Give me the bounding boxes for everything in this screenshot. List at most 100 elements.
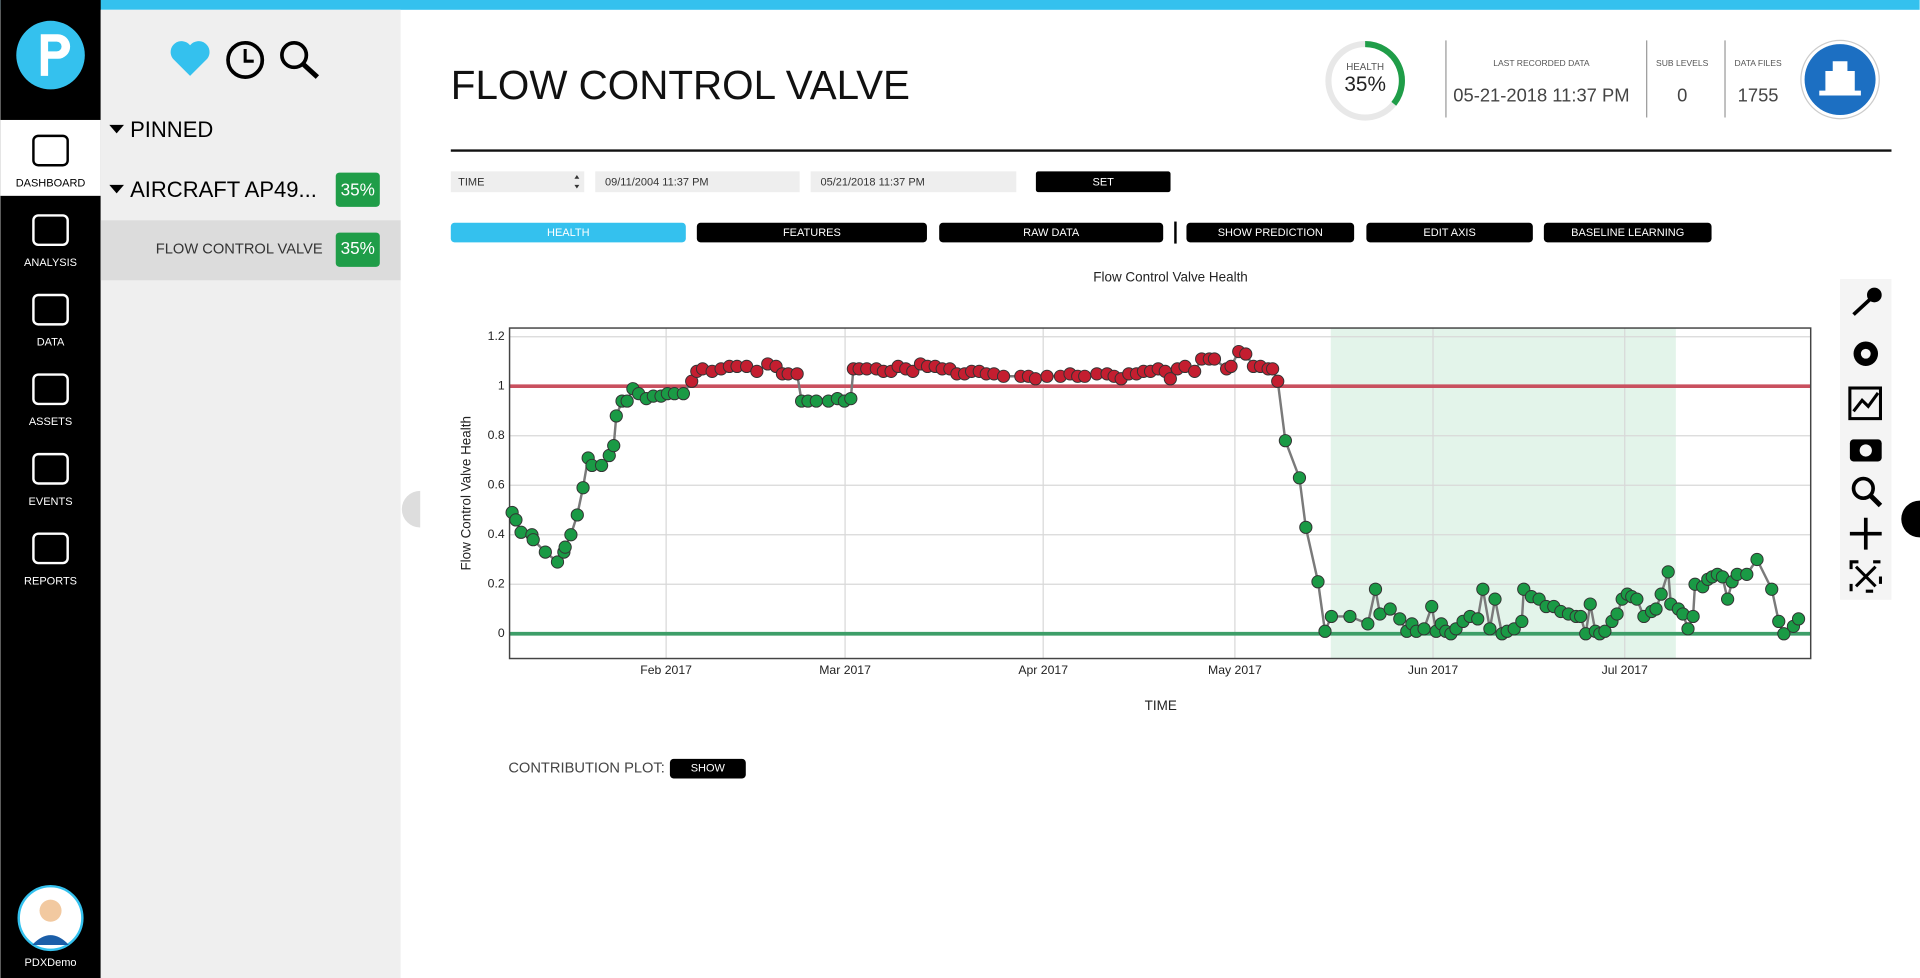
tab[interactable] (450, 222, 686, 243)
tab[interactable] (1543, 222, 1712, 243)
select[interactable] (450, 171, 585, 193)
data-point (790, 367, 804, 381)
show-text[interactable]: SHOW (691, 763, 726, 775)
nav-icon[interactable] (32, 134, 69, 167)
data-point (1654, 587, 1668, 601)
nav-label[interactable]: REPORTS (24, 575, 77, 587)
data-point (1483, 622, 1497, 636)
data-point (1772, 614, 1786, 629)
data-point (1299, 520, 1313, 534)
tab-label[interactable]: BASELINE LEARNING (1571, 227, 1684, 239)
set-text[interactable]: SET (1093, 176, 1115, 188)
start-text[interactable]: 09/11/2004 11:37 PM (605, 176, 709, 188)
chart-title: Flow Control Valve Health (1093, 269, 1248, 284)
data-point (1383, 602, 1397, 616)
data-point (1765, 582, 1779, 596)
data-point (620, 394, 634, 408)
data-point (1078, 369, 1092, 383)
data-point (1425, 599, 1439, 614)
item-label[interactable]: FLOW CONTROL VALVE (156, 242, 323, 258)
search-icon[interactable] (280, 41, 309, 70)
set-button[interactable] (1035, 171, 1171, 193)
data-point (1610, 607, 1624, 621)
data-point (1777, 627, 1791, 641)
nav-icon[interactable] (32, 214, 69, 247)
data-point (1515, 614, 1529, 629)
health-label: HEALTH (1346, 62, 1384, 73)
data-point (1028, 372, 1043, 386)
autoscale-x (1854, 565, 1877, 588)
end-text[interactable]: 05/21/2018 11:37 PM (820, 176, 924, 188)
user-name: PDXDemo (25, 957, 77, 969)
data-point (558, 540, 572, 554)
tab-label[interactable]: RAW DATA (1023, 227, 1080, 239)
history-hands (243, 48, 254, 63)
pan-icon[interactable] (1849, 517, 1882, 550)
x-tick-label: Mar 2017 (819, 663, 871, 677)
nav-label[interactable]: DATA (37, 337, 65, 349)
data-point (1292, 471, 1307, 485)
tab[interactable] (939, 222, 1164, 243)
nav-label[interactable]: EVENTS (29, 496, 73, 508)
data-point (1476, 582, 1490, 596)
pinned-label[interactable]: PINNED (130, 117, 213, 142)
key-icon[interactable] (1867, 287, 1882, 303)
item-health-badge (335, 232, 380, 267)
data-point (1278, 434, 1292, 448)
nav-label[interactable]: ANALYSIS (24, 257, 77, 269)
tab-label[interactable]: HEALTH (547, 227, 590, 239)
history-icon[interactable] (226, 41, 265, 79)
data-point (564, 528, 578, 542)
data-point (1343, 609, 1357, 624)
nav-label[interactable]: DASHBOARD (16, 178, 86, 190)
data-point (1368, 582, 1383, 596)
start-input[interactable] (595, 171, 800, 193)
camera-lens (1859, 444, 1872, 457)
data-point (1311, 575, 1325, 589)
data-point (809, 394, 823, 408)
show-button[interactable] (669, 758, 746, 779)
page-title: FLOW CONTROL VALVE (451, 62, 910, 108)
tab[interactable] (1186, 222, 1355, 243)
x-axis-title: TIME (1145, 698, 1177, 713)
nav-label[interactable]: ASSETS (29, 416, 72, 428)
end-input[interactable] (810, 171, 1017, 193)
data-point (1740, 567, 1754, 581)
group-label[interactable]: AIRCRAFT AP49... (130, 177, 317, 202)
data-point (750, 364, 764, 378)
data-point (509, 513, 523, 527)
caret[interactable] (109, 124, 124, 134)
y-axis-title: Flow Control Valve Health (458, 416, 473, 571)
tab-label[interactable]: FEATURES (783, 227, 841, 239)
y-tick-label: 0 (498, 626, 505, 640)
data-point (1630, 592, 1644, 606)
favorites-icon[interactable] (170, 41, 210, 76)
stat-label: LAST RECORDED DATA (1493, 58, 1590, 68)
caret[interactable] (109, 184, 124, 194)
data-point (1265, 362, 1280, 376)
settings-hole (1860, 348, 1871, 359)
chart-icon[interactable] (1848, 386, 1883, 421)
nav-icon[interactable] (32, 452, 69, 485)
nav-icon[interactable] (32, 373, 69, 406)
zoom-icon[interactable] (1851, 476, 1875, 501)
nav-icon[interactable] (32, 293, 69, 326)
data-point (844, 391, 858, 406)
collapse-tab[interactable] (401, 490, 421, 528)
nav-icon[interactable] (32, 532, 69, 565)
tab[interactable] (696, 222, 927, 243)
select-text[interactable]: TIME (458, 176, 484, 188)
data-point (1393, 612, 1407, 626)
data-point (676, 387, 690, 401)
data-point (538, 545, 552, 559)
tab-label[interactable]: SHOW PREDICTION (1218, 227, 1323, 239)
tab[interactable] (1366, 222, 1533, 243)
zoom-handle (1868, 494, 1883, 508)
tab-label[interactable]: EDIT AXIS (1423, 227, 1475, 239)
valve-icon (1819, 61, 1861, 96)
data-point (1239, 347, 1253, 361)
key-shaft (1852, 298, 1871, 316)
y-tick-label: 0.2 (488, 576, 505, 590)
side-toggle[interactable] (1901, 500, 1920, 538)
